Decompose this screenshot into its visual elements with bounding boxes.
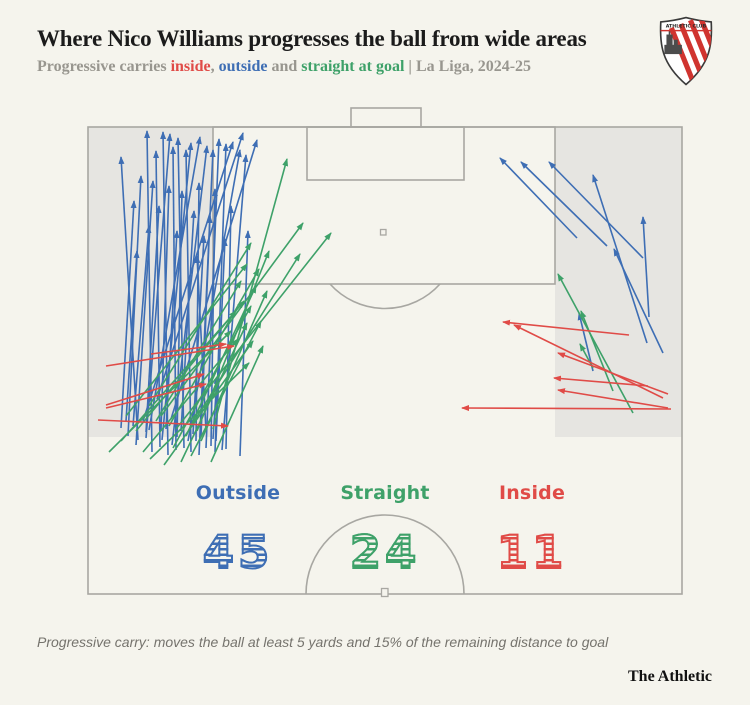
outside-carry-arrow (194, 255, 207, 432)
six-yard-box (306, 126, 465, 181)
inside-carry-arrow (553, 375, 649, 387)
stat-outside: Outside 45 (143, 482, 333, 580)
outside-carry-arrow (577, 312, 594, 372)
straight-carry-arrow (200, 290, 268, 442)
subtitle-season: La Liga, 2024-25 (415, 58, 532, 75)
crest-church-silhouette (664, 30, 682, 55)
outside-carry-arrow (132, 225, 152, 427)
straight-carry-arrow (168, 268, 260, 427)
outside-carry-arrow (127, 175, 144, 437)
straight-label: Straight (340, 482, 430, 504)
crest-club-name: ATHLETIC CLUB (666, 23, 707, 29)
outside-carry-arrow (520, 161, 608, 247)
outside-carry-arrow (192, 235, 207, 435)
outside-carry-arrow (170, 146, 177, 451)
outside-carry-arrow (225, 205, 234, 450)
straight-carry-arrow (557, 273, 634, 414)
subtitle-inside-word: inside (170, 58, 211, 75)
inside-carry-arrow (105, 382, 207, 409)
straight-carry-arrow (196, 250, 270, 432)
outside-carry-arrow (144, 130, 153, 453)
outside-carry-arrow (176, 190, 185, 438)
outside-carry-arrow (215, 238, 228, 442)
definition-footnote: Progressive carry: moves the ball at lea… (37, 634, 609, 650)
outside-carry-arrow (640, 216, 650, 318)
straight-carry-arrow (149, 362, 250, 460)
centre-spot (380, 587, 389, 598)
inside-label: Inside (498, 482, 566, 504)
subtitle-straight-word: straight at goal (301, 58, 405, 75)
subtitle-sep2: and (267, 58, 302, 75)
penalty-spot (379, 228, 387, 236)
inside-carry-arrow (502, 319, 630, 336)
outside-carry-arrow (142, 141, 234, 422)
inside-count: 11 (437, 525, 627, 580)
page-title: Where Nico Williams progresses the ball … (37, 26, 587, 51)
inside-carry-arrow (105, 373, 205, 406)
outside-carry-arrow (210, 188, 218, 447)
straight-carry-arrow (175, 232, 332, 430)
straight-carry-arrow (160, 222, 304, 417)
outside-carry-arrow (145, 133, 173, 439)
inside-carry-arrow (557, 388, 669, 409)
the-athletic-wordmark: The Athletic (628, 668, 712, 685)
athletic-club-crest-logo: ATHLETIC CLUB (659, 16, 713, 86)
penalty-arc (329, 283, 441, 310)
inside-carry-arrow (105, 344, 235, 367)
outside-carry-arrow (120, 200, 137, 429)
straight-carry-arrow (190, 320, 262, 457)
straight-carry-arrow (580, 310, 614, 392)
stat-straight: Straight 24 (290, 482, 480, 580)
outside-carry-arrow (165, 230, 180, 430)
crest-divider (660, 29, 712, 32)
carry-arrows-layer (97, 130, 672, 466)
outside-carry-arrow (221, 154, 249, 451)
outside-carry-arrow (499, 157, 578, 239)
centre-circle (305, 514, 465, 595)
outside-carry-arrow (180, 210, 197, 432)
inside-carry-arrow (97, 419, 229, 429)
outside-carry-arrow (156, 132, 244, 400)
subtitle-sep1: , (210, 58, 219, 75)
straight-carry-arrow (579, 343, 594, 369)
subtitle: Progressive carries inside, outside and … (37, 58, 657, 76)
subtitle-outside-word: outside (218, 58, 268, 75)
outside-carry-arrow (125, 250, 140, 422)
right-wide-area-shade (555, 127, 682, 437)
subtitle-prefix: Progressive carries (37, 58, 171, 75)
outside-carry-arrow (548, 161, 644, 259)
penalty-area (212, 126, 556, 285)
outside-count: 45 (143, 525, 333, 580)
inside-carry-arrow (150, 341, 227, 355)
stat-inside: Inside 11 (437, 482, 627, 580)
straight-carry-arrow (210, 345, 264, 463)
goal (350, 107, 422, 128)
outside-carry-arrow (613, 248, 664, 354)
straight-carry-arrow (125, 263, 248, 417)
outside-carry-arrow (195, 182, 202, 442)
outside-carry-arrow (592, 174, 648, 344)
outside-label: Outside (195, 482, 281, 504)
outside-carry-arrow (160, 185, 172, 431)
inside-carry-arrow (461, 405, 672, 412)
straight-count: 24 (290, 525, 480, 580)
subtitle-pipe: | (404, 58, 416, 75)
outside-carry-arrow (145, 205, 162, 433)
straight-carry-arrow (148, 242, 252, 407)
inside-carry-arrow (557, 352, 669, 395)
